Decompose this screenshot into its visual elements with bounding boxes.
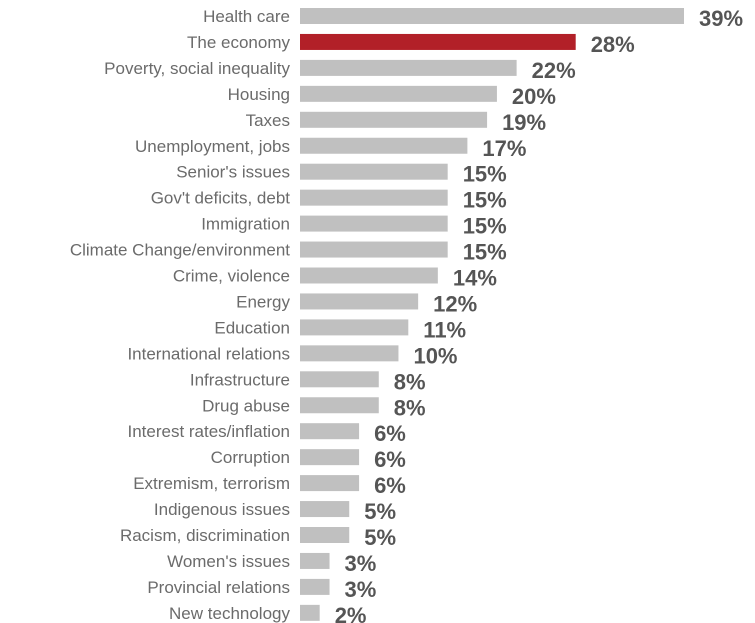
bar-22 — [300, 578, 330, 595]
category-label-6: Senior's issues — [176, 163, 290, 182]
category-label-20: Racism, discrimination — [120, 526, 290, 545]
category-label-15: Drug abuse — [202, 396, 290, 415]
value-label-16: 6% — [374, 421, 406, 446]
value-label-9: 15% — [463, 240, 507, 265]
value-label-12: 11% — [423, 317, 466, 342]
bar-23 — [300, 604, 320, 621]
value-label-19: 5% — [364, 499, 396, 524]
bar-19 — [300, 501, 350, 518]
bar-9 — [300, 241, 448, 258]
category-label-19: Indigenous issues — [154, 500, 290, 519]
category-label-21: Women's issues — [167, 552, 290, 571]
bars-group — [300, 8, 684, 621]
category-label-10: Crime, violence — [173, 267, 290, 286]
bar-11 — [300, 293, 419, 310]
category-label-7: Gov't deficits, debt — [151, 189, 291, 208]
value-label-4: 19% — [502, 110, 546, 135]
bar-18 — [300, 475, 360, 492]
value-label-6: 15% — [463, 162, 507, 187]
category-label-3: Housing — [228, 85, 290, 104]
bar-13 — [300, 345, 399, 362]
value-label-20: 5% — [364, 525, 396, 550]
value-label-13: 10% — [413, 343, 457, 368]
value-label-3: 20% — [512, 84, 556, 109]
bar-10 — [300, 267, 438, 284]
category-label-13: International relations — [127, 344, 290, 363]
value-label-11: 12% — [433, 291, 477, 316]
category-label-9: Climate Change/environment — [70, 241, 290, 260]
category-label-0: Health care — [203, 7, 290, 26]
category-label-22: Provincial relations — [147, 578, 290, 597]
category-label-8: Immigration — [201, 215, 290, 234]
category-label-4: Taxes — [246, 111, 290, 130]
category-label-2: Poverty, social inequality — [104, 59, 290, 78]
value-label-5: 17% — [482, 136, 526, 161]
bar-21 — [300, 552, 330, 569]
value-label-17: 6% — [374, 447, 406, 472]
value-label-1: 28% — [591, 32, 635, 57]
bar-3 — [300, 85, 497, 102]
category-label-11: Energy — [236, 292, 290, 311]
value-label-0: 39% — [699, 6, 743, 31]
bar-15 — [300, 397, 379, 414]
value-label-15: 8% — [394, 395, 426, 420]
category-label-23: New technology — [169, 604, 290, 623]
value-label-22: 3% — [345, 577, 377, 602]
bar-6 — [300, 163, 448, 180]
value-label-18: 6% — [374, 473, 406, 498]
value-label-2: 22% — [532, 58, 576, 83]
value-label-10: 14% — [453, 266, 497, 291]
category-label-1: The economy — [187, 33, 290, 52]
bar-17 — [300, 449, 360, 466]
bar-4 — [300, 111, 488, 128]
bar-12 — [300, 319, 409, 336]
category-label-17: Corruption — [211, 448, 290, 467]
bar-7 — [300, 189, 448, 206]
bar-8 — [300, 215, 448, 232]
value-label-7: 15% — [463, 188, 507, 213]
category-label-16: Interest rates/inflation — [127, 422, 290, 441]
category-label-18: Extremism, terrorism — [133, 474, 290, 493]
bar-2 — [300, 59, 517, 76]
bar-5 — [300, 137, 468, 154]
bar-20 — [300, 527, 350, 543]
value-label-8: 15% — [463, 214, 507, 239]
category-labels-group: Health care The economy Poverty, social in… — [70, 7, 291, 623]
category-label-12: Education — [214, 318, 290, 337]
value-label-21: 3% — [345, 551, 377, 576]
category-label-14: Infrastructure — [190, 370, 290, 389]
value-labels-group: 39%28%22%20%19%17%15%15%15%15%14%12%11%1… — [335, 6, 743, 623]
bar-16 — [300, 423, 360, 440]
value-label-23: 2% — [335, 603, 367, 623]
bar-0 — [300, 8, 684, 24]
bar-14 — [300, 371, 379, 388]
category-label-5: Unemployment, jobs — [135, 137, 290, 156]
value-label-14: 8% — [394, 369, 426, 394]
bar-1 — [300, 33, 576, 50]
